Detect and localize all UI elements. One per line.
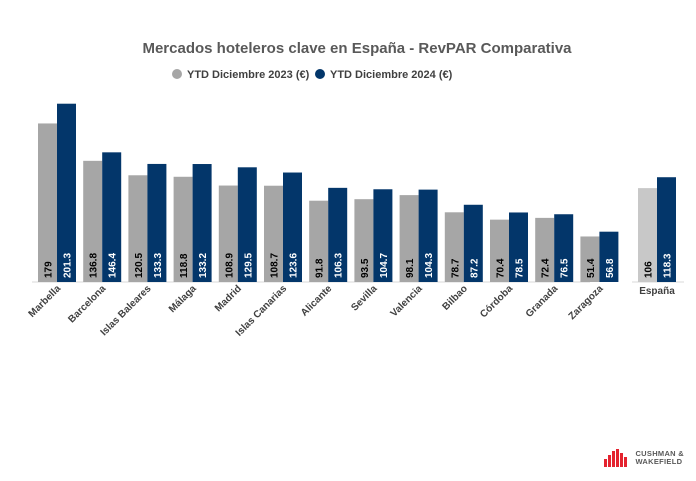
bar-valencia-2023: [399, 195, 419, 282]
x-tick-malaga: Málaga: [167, 283, 199, 315]
data-label-islas-canarias-2023: 108.7: [270, 253, 281, 278]
bar-espana-2023: [638, 188, 657, 282]
bar-cordoba-2023: [490, 219, 509, 282]
data-label-islas-canarias-2024: 123.6: [289, 253, 300, 278]
bar-marbella-2024: [57, 103, 76, 282]
x-tick-valencia: Valencia: [389, 283, 425, 319]
bar-madrid-2024: [237, 167, 257, 282]
data-label-malaga-2023: 118.8: [179, 253, 190, 278]
bar-cordoba-2024: [509, 212, 528, 282]
data-label-sevilla-2023: 93.5: [360, 258, 371, 278]
x-tick-cordoba: Córdoba: [478, 283, 515, 320]
bar-barcelona-2023: [83, 160, 103, 282]
bar-malaga-2024: [192, 164, 212, 282]
bar-sevilla-2024: [373, 189, 393, 282]
data-label-islas-baleares-2024: 133.3: [153, 253, 164, 278]
x-tick-zaragoza: Zaragoza: [567, 283, 606, 322]
bar-alicante-2023: [309, 200, 329, 282]
x-tick-bilbao: Bilbao: [441, 283, 470, 312]
data-label-alicante-2024: 106.3: [334, 253, 345, 278]
data-label-islas-baleares-2023: 120.5: [134, 253, 145, 278]
x-tick-granada: Granada: [524, 283, 561, 320]
data-label-barcelona-2024: 146.4: [108, 253, 119, 278]
data-label-espana-2024: 118.3: [663, 253, 674, 278]
data-label-cordoba-2024: 78.5: [515, 258, 526, 278]
data-label-barcelona-2023: 136.8: [89, 253, 100, 278]
legend-label-2024: YTD Diciembre 2024 (€): [330, 69, 453, 81]
bar-islas-canarias-2024: [283, 172, 302, 282]
data-label-marbella-2024: 201.3: [63, 253, 74, 278]
bar-bilbao-2023: [444, 212, 464, 282]
bar-marbella-2023: [38, 123, 57, 282]
legend-marker-2023: [172, 69, 182, 79]
legend-marker-2024: [315, 69, 325, 79]
bar-madrid-2023: [218, 185, 238, 282]
bar-espana-2024: [657, 177, 676, 282]
data-label-zaragoza-2023: 51.4: [586, 258, 597, 278]
data-label-granada-2024: 76.5: [560, 258, 571, 278]
brand-logo-text: CUSHMAN & WAKEFIELD: [635, 450, 684, 466]
bar-granada-2023: [535, 217, 555, 282]
legend: YTD Diciembre 2023 (€) YTD Diciembre 202…: [172, 69, 453, 81]
bar-barcelona-2024: [102, 152, 122, 282]
bar-islas-baleares-2023: [128, 175, 148, 282]
data-label-marbella-2023: 179: [44, 261, 55, 278]
bar-islas-canarias-2023: [264, 185, 283, 282]
bar-sevilla-2023: [354, 199, 374, 282]
x-tick-madrid: Madrid: [213, 283, 244, 314]
data-label-madrid-2023: 108.9: [224, 253, 235, 278]
bar-alicante-2024: [328, 187, 348, 282]
data-label-granada-2023: 72.4: [541, 258, 552, 278]
data-label-bilbao-2023: 78.7: [450, 258, 461, 278]
data-label-alicante-2023: 91.8: [315, 258, 326, 278]
x-tick-alicante: Alicante: [299, 283, 335, 319]
bar-granada-2024: [554, 214, 574, 282]
data-label-sevilla-2024: 104.7: [379, 253, 390, 278]
brand-line-1: CUSHMAN &: [635, 449, 684, 458]
data-label-valencia-2023: 98.1: [405, 258, 416, 278]
bar-valencia-2024: [418, 189, 438, 282]
x-tick-sevilla: Sevilla: [349, 283, 379, 313]
legend-label-2023: YTD Diciembre 2023 (€): [187, 69, 310, 81]
brand-logo-icon: [604, 449, 630, 467]
bar-malaga-2023: [173, 176, 193, 282]
x-tick-marbella: Marbella: [27, 283, 64, 320]
bar-islas-baleares-2024: [147, 163, 167, 282]
data-label-valencia-2024: 104.3: [424, 253, 435, 278]
data-label-espana-2023: 106: [644, 261, 655, 278]
data-label-zaragoza-2024: 56.8: [605, 258, 616, 278]
bar-bilbao-2024: [463, 204, 483, 282]
x-tick-espana: España: [639, 286, 675, 297]
brand-logo: CUSHMAN & WAKEFIELD: [604, 449, 684, 467]
data-label-madrid-2024: 129.5: [243, 253, 254, 278]
data-label-bilbao-2024: 87.2: [469, 258, 480, 278]
chart-title: Mercados hoteleros clave en España - Rev…: [142, 40, 572, 57]
data-label-cordoba-2023: 70.4: [496, 258, 507, 278]
brand-line-2: WAKEFIELD: [635, 457, 683, 466]
bar-zaragoza-2024: [599, 231, 619, 282]
data-label-malaga-2024: 133.2: [198, 253, 209, 278]
bars: 179 201.3 136.8 146.4 120.5 133.3 118.8 133.2 10…: [38, 103, 676, 282]
x-tick-barcelona: Barcelona: [66, 283, 108, 325]
bar-zaragoza-2023: [580, 236, 600, 282]
